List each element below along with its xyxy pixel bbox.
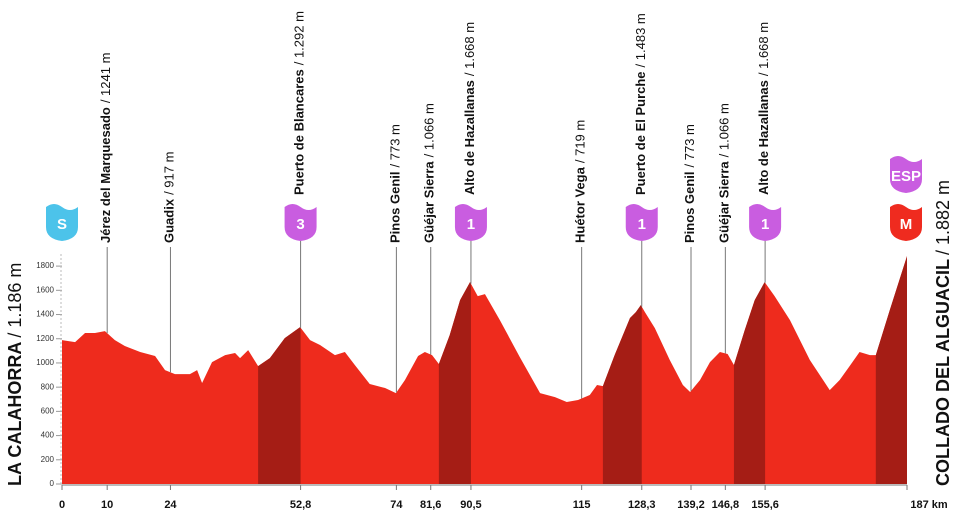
category-badge-text: 1 bbox=[761, 216, 769, 233]
waypoint-label-altitude: / 719 m bbox=[573, 120, 588, 163]
finish-label-altitude: / 1.882 m bbox=[933, 180, 953, 255]
waypoint-label: Güéjar Sierra / 1.066 m bbox=[717, 103, 732, 243]
y-tick-label: 1800 bbox=[36, 261, 54, 270]
category-badge bbox=[284, 204, 317, 241]
waypoint-label: Puerto de Blancares / 1.292 m bbox=[292, 11, 307, 195]
waypoint-label-name: Puerto de Blancares bbox=[292, 69, 307, 195]
waypoint-label-altitude: / 1.483 m bbox=[633, 13, 648, 67]
category-badge-text: 3 bbox=[296, 216, 304, 233]
x-tick-label: 128,3 bbox=[628, 499, 656, 511]
finish-badge-text: ESP bbox=[891, 168, 921, 185]
waypoint-label-altitude: / 773 m bbox=[682, 124, 697, 167]
start-badge-text: S bbox=[57, 216, 67, 233]
waypoint-label: Pinos Genil / 773 m bbox=[682, 124, 697, 243]
waypoint-label-name: Güéjar Sierra bbox=[717, 161, 732, 243]
x-tick-label: 52,8 bbox=[290, 499, 311, 511]
x-tick-label: 146,8 bbox=[712, 499, 740, 511]
waypoint-label-name: Alto de Hazallanas bbox=[757, 80, 772, 195]
y-tick-label: 400 bbox=[41, 431, 55, 440]
x-tick-label: 24 bbox=[164, 499, 177, 511]
waypoint-label-name: Guadix bbox=[162, 198, 177, 243]
start-badge bbox=[46, 204, 78, 241]
climb-segment bbox=[733, 256, 766, 484]
finish-badge bbox=[890, 156, 922, 193]
waypoint-label-name: Puerto de El Purche bbox=[633, 71, 648, 195]
x-tick-label: 81,6 bbox=[420, 499, 441, 511]
x-tick-label: 115 bbox=[573, 499, 591, 511]
y-tick-label: 200 bbox=[41, 455, 55, 464]
waypoint-label-name: Pinos Genil bbox=[682, 171, 697, 243]
waypoint-label-name: Jérez del Marquesado bbox=[99, 107, 114, 243]
waypoint-label-name: Alto de Hazallanas bbox=[462, 80, 477, 195]
category-badge bbox=[454, 204, 487, 241]
category-badge-text: 1 bbox=[467, 216, 475, 233]
finish-badge bbox=[890, 204, 922, 241]
finish-label: COLLADO DEL ALGUACIL / 1.882 m bbox=[933, 180, 953, 486]
x-tick-label: 74 bbox=[390, 499, 403, 511]
category-badge bbox=[625, 204, 658, 241]
finish-label-name: COLLADO DEL ALGUACIL bbox=[933, 259, 953, 486]
x-tick-label: 187 km bbox=[910, 499, 948, 511]
waypoint-label: Puerto de El Purche / 1.483 m bbox=[633, 13, 648, 195]
waypoint-label-altitude: / 1.292 m bbox=[292, 11, 307, 65]
waypoint-label-altitude: / 1.668 m bbox=[462, 22, 477, 76]
waypoint-label-name: Güéjar Sierra bbox=[422, 161, 437, 243]
start-label: LA CALAHORRA / 1.186 m bbox=[5, 263, 25, 486]
waypoint-label-altitude: / 1241 m bbox=[99, 53, 114, 104]
climb-segment bbox=[875, 256, 907, 484]
x-tick-label: 0 bbox=[59, 499, 65, 511]
category-badge-text: 1 bbox=[638, 216, 646, 233]
category-badge bbox=[749, 204, 782, 241]
waypoint-label: Huétor Vega / 719 m bbox=[573, 120, 588, 243]
waypoint-label: Jérez del Marquesado / 1241 m bbox=[99, 53, 114, 243]
climb-segment bbox=[258, 256, 301, 484]
waypoint-label: Alto de Hazallanas / 1.668 m bbox=[462, 22, 477, 195]
profile-area bbox=[62, 256, 907, 484]
climb-segment bbox=[438, 256, 471, 484]
start-label-altitude: / 1.186 m bbox=[5, 263, 25, 338]
y-tick-label: 1200 bbox=[36, 334, 54, 343]
waypoint-label-altitude: / 1.066 m bbox=[422, 103, 437, 157]
y-tick-label: 800 bbox=[41, 382, 55, 391]
y-tick-label: 1600 bbox=[36, 285, 54, 294]
waypoint-label: Alto de Hazallanas / 1.668 m bbox=[757, 22, 772, 195]
waypoint-label: Güéjar Sierra / 1.066 m bbox=[422, 103, 437, 243]
climb-segment bbox=[602, 256, 642, 484]
y-tick-label: 600 bbox=[41, 406, 55, 415]
waypoint-label-altitude: / 917 m bbox=[162, 152, 177, 195]
x-tick-label: 90,5 bbox=[460, 499, 481, 511]
finish-badge-text: M bbox=[900, 216, 913, 233]
y-tick-label: 0 bbox=[50, 479, 55, 488]
waypoint-label: Pinos Genil / 773 m bbox=[388, 124, 403, 243]
waypoint-label-name: Huétor Vega bbox=[573, 166, 588, 243]
waypoint-label-altitude: / 1.668 m bbox=[757, 22, 772, 76]
waypoint-label: Guadix / 917 m bbox=[162, 152, 177, 243]
x-tick-label: 139,2 bbox=[677, 499, 705, 511]
y-tick-label: 1400 bbox=[36, 310, 54, 319]
waypoint-label-altitude: / 773 m bbox=[388, 124, 403, 167]
waypoint-label-altitude: / 1.066 m bbox=[717, 103, 732, 157]
x-tick-label: 10 bbox=[101, 499, 113, 511]
waypoint-label-name: Pinos Genil bbox=[388, 171, 403, 243]
x-tick-label: 155,6 bbox=[751, 499, 779, 511]
start-label-name: LA CALAHORRA bbox=[5, 342, 25, 486]
y-tick-label: 1000 bbox=[36, 358, 54, 367]
